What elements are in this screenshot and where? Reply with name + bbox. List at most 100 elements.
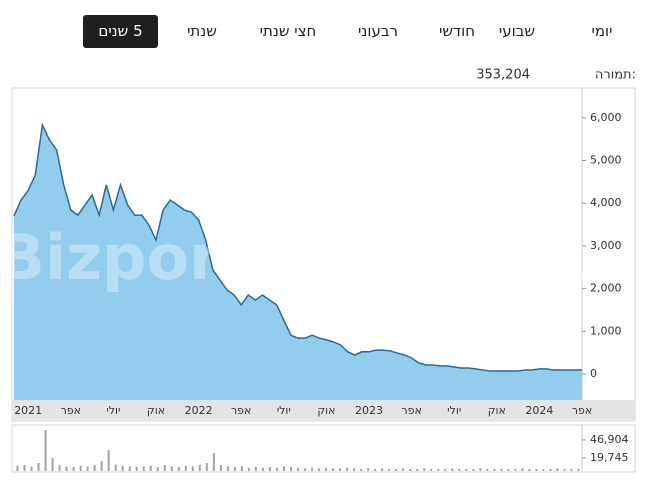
volume-bar <box>493 469 496 471</box>
volume-bar <box>507 469 510 471</box>
tab[interactable]: שנתי <box>187 22 217 40</box>
tab[interactable]: שבועי <box>498 22 536 40</box>
volume-bar <box>381 468 384 471</box>
volume-bar <box>184 465 187 471</box>
x-tick-label: אפר <box>401 404 421 417</box>
volume-bar <box>72 467 75 471</box>
price-line <box>13 122 582 372</box>
volume-bar <box>486 469 489 471</box>
x-tick-label: יולי <box>447 404 461 417</box>
x-tick-label: אפר <box>231 404 251 417</box>
volume-bar <box>149 465 152 471</box>
volume-bar <box>100 461 103 471</box>
volume-bar <box>268 467 271 471</box>
volume-bar <box>430 469 433 471</box>
volume-bar <box>198 465 201 471</box>
volume-bar <box>451 468 454 471</box>
volume-bar <box>521 468 524 471</box>
volume-bar <box>86 466 89 471</box>
volume-bar <box>353 468 356 471</box>
volume-bar <box>289 467 292 471</box>
tab[interactable]: יומי <box>591 22 613 40</box>
volume-bar <box>212 452 215 471</box>
y-tick-label: 0 <box>590 367 597 380</box>
y-tick-label: 1,000 <box>590 324 622 337</box>
tab-active[interactable]: 5 שנים <box>83 15 158 48</box>
volume-bar <box>360 469 363 471</box>
volume-bar <box>577 469 580 471</box>
volume-bar <box>121 465 124 471</box>
y-tick-label: 2,000 <box>590 282 622 295</box>
volume-bar <box>444 469 447 471</box>
volume-bar <box>142 466 145 471</box>
volume-bar <box>51 457 54 471</box>
volume-bar <box>472 469 475 471</box>
volume-bar <box>247 467 250 471</box>
volume-bar <box>339 468 342 471</box>
x-tick-label: אוק <box>488 404 506 417</box>
x-tick-label: 2024 <box>525 404 553 417</box>
x-tick-label: 2023 <box>355 404 383 417</box>
volume-bar <box>58 465 61 471</box>
volume-bar <box>254 467 257 471</box>
volume-bar <box>500 469 503 471</box>
volume-bar <box>156 467 159 471</box>
volume-bar <box>65 466 68 471</box>
x-tick-label: יולי <box>106 404 120 417</box>
y-tick-label: 5,000 <box>590 154 622 167</box>
price-area <box>14 125 582 400</box>
watermark: Bizportal <box>338 221 653 294</box>
volume-bar <box>563 469 566 471</box>
x-tick-label: 2022 <box>185 404 213 417</box>
volume-bar <box>23 465 26 471</box>
volume-frame <box>11 424 636 473</box>
volume-bar <box>409 469 412 471</box>
volume-bar <box>93 465 96 471</box>
volume-bar <box>458 469 461 471</box>
volume-bar <box>423 468 426 471</box>
return-value: 353,204 <box>476 68 530 83</box>
volume-bar <box>107 450 110 471</box>
volume-bar <box>226 466 229 471</box>
volume-bar <box>304 468 307 471</box>
volume-bar <box>79 465 82 471</box>
volume-bar <box>282 466 285 471</box>
volume-bar <box>318 468 321 471</box>
volume-bar <box>311 467 314 471</box>
y-tick-label: 4,000 <box>590 196 622 209</box>
y-tick-label: 46,904 <box>590 433 629 446</box>
x-tick-label: 2021 <box>14 404 42 417</box>
volume-bar <box>275 467 278 471</box>
volume-bar <box>170 466 173 471</box>
volume-bar <box>177 467 180 471</box>
volume-bar <box>402 468 405 471</box>
tab[interactable]: חודשי <box>438 22 476 40</box>
volume-bar <box>325 467 328 471</box>
volume-bar <box>205 463 208 471</box>
volume-bar <box>535 469 538 471</box>
return-label: תמורה: <box>595 68 636 83</box>
volume-bar <box>240 466 243 471</box>
volume-bar <box>479 468 482 471</box>
volume-bar <box>570 469 573 471</box>
y-tick-label: 3,000 <box>590 239 622 252</box>
volume-bar <box>556 468 559 471</box>
volume-bar <box>528 469 531 471</box>
volume-bar <box>128 466 131 471</box>
volume-bar <box>233 467 236 471</box>
tab[interactable]: חצי שנתי <box>259 22 317 40</box>
x-tick-label: אוק <box>317 404 335 417</box>
volume-bar <box>16 465 19 471</box>
volume-bar <box>395 469 398 471</box>
volume-bar <box>437 469 440 471</box>
x-tick-label: אוק <box>147 404 165 417</box>
y-tick-label: 6,000 <box>590 111 622 124</box>
volume-bar <box>388 469 391 471</box>
volume-bar <box>332 468 335 471</box>
x-axis-strip <box>12 400 635 421</box>
volume-bar <box>367 468 370 471</box>
volume-bar <box>465 469 468 471</box>
tab[interactable]: רבעוני <box>358 22 398 40</box>
